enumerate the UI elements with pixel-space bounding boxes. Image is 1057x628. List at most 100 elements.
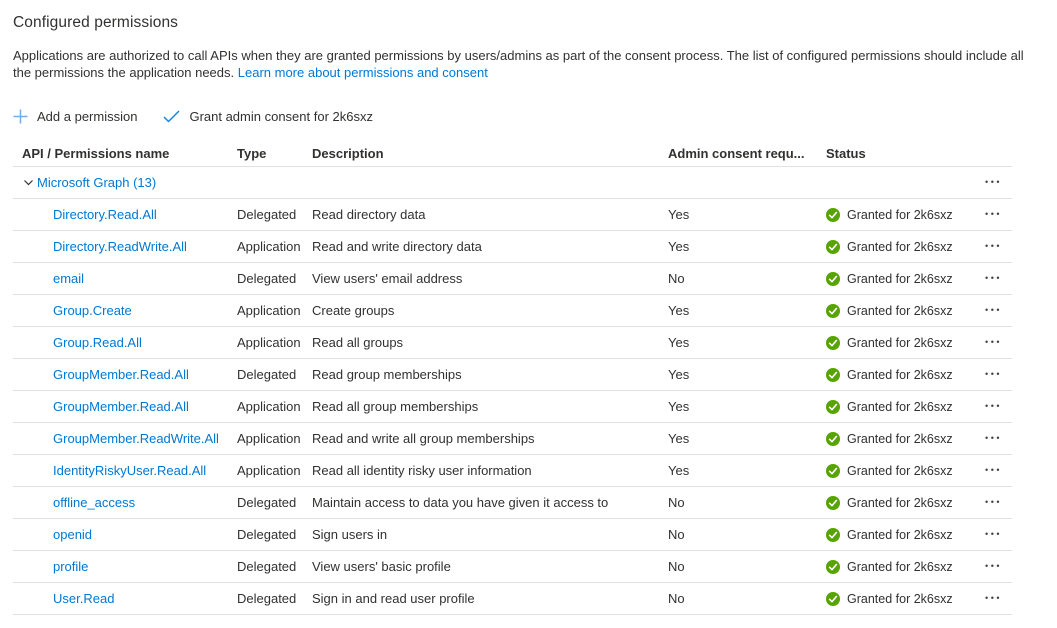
permission-description: Maintain access to data you have given i… bbox=[312, 495, 609, 510]
more-options-icon[interactable]: ••• bbox=[985, 433, 1002, 443]
admin-consent-required-value: Yes bbox=[668, 367, 690, 382]
permission-name-link[interactable]: User.Read bbox=[53, 591, 115, 606]
granted-check-icon bbox=[826, 463, 840, 478]
status-text: Granted for 2k6sxz bbox=[847, 335, 953, 350]
status-text: Granted for 2k6sxz bbox=[847, 431, 953, 446]
api-group-link[interactable]: Microsoft Graph (13) bbox=[37, 175, 157, 190]
table-bottom-divider bbox=[13, 614, 1012, 615]
permission-name-link[interactable]: profile bbox=[53, 559, 89, 574]
admin-consent-required-value: Yes bbox=[668, 399, 690, 414]
add-permission-button[interactable]: Add a permission bbox=[13, 109, 137, 124]
admin-consent-required-value: Yes bbox=[668, 303, 690, 318]
more-options-icon[interactable]: ••• bbox=[985, 177, 1002, 187]
more-options-icon[interactable]: ••• bbox=[985, 241, 1002, 251]
permission-type: Delegated bbox=[237, 271, 297, 286]
status-text: Granted for 2k6sxz bbox=[847, 239, 953, 254]
granted-check-icon bbox=[826, 559, 840, 574]
permission-description: View users' email address bbox=[312, 271, 463, 286]
configured-permissions-section: Configured permissions Applications are … bbox=[13, 14, 1044, 615]
permission-name-link[interactable]: GroupMember.Read.All bbox=[53, 399, 189, 414]
command-bar: Add a permission Grant admin consent for… bbox=[13, 106, 1044, 126]
permission-description: Read and write directory data bbox=[312, 239, 482, 254]
table-row: IdentityRiskyUser.Read.All Application R… bbox=[13, 454, 1012, 486]
table-row: GroupMember.Read.All Delegated Read grou… bbox=[13, 358, 1012, 390]
permission-description: Read all group memberships bbox=[312, 399, 479, 414]
grant-check-icon bbox=[163, 109, 180, 123]
grant-admin-consent-button[interactable]: Grant admin consent for 2k6sxz bbox=[163, 109, 373, 124]
table-row: offline_access Delegated Maintain access… bbox=[13, 486, 1012, 518]
permission-description: View users' basic profile bbox=[312, 559, 451, 574]
permission-name-link[interactable]: Group.Read.All bbox=[53, 335, 142, 350]
more-options-icon[interactable]: ••• bbox=[985, 497, 1002, 507]
status-text: Granted for 2k6sxz bbox=[847, 207, 953, 222]
granted-check-icon bbox=[826, 591, 840, 606]
column-header-admin-consent-required[interactable]: Admin consent requ... bbox=[668, 146, 805, 161]
permission-type: Application bbox=[237, 463, 301, 478]
more-options-icon[interactable]: ••• bbox=[985, 273, 1002, 283]
permission-name-link[interactable]: Group.Create bbox=[53, 303, 132, 318]
granted-check-icon bbox=[826, 399, 840, 414]
status-text: Granted for 2k6sxz bbox=[847, 399, 953, 414]
more-options-icon[interactable]: ••• bbox=[985, 593, 1002, 603]
table-header-row: API / Permissions name Type Description … bbox=[13, 141, 1012, 166]
permission-type: Delegated bbox=[237, 559, 297, 574]
permissions-rows: Directory.Read.All Delegated Read direct… bbox=[13, 198, 1012, 614]
granted-check-icon bbox=[826, 207, 840, 222]
status-text: Granted for 2k6sxz bbox=[847, 367, 953, 382]
permission-description: Create groups bbox=[312, 303, 395, 318]
admin-consent-required-value: No bbox=[668, 271, 685, 286]
description-text: Applications are authorized to call APIs… bbox=[13, 48, 1024, 80]
granted-check-icon bbox=[826, 367, 840, 382]
table-row: GroupMember.ReadWrite.All Application Re… bbox=[13, 422, 1012, 454]
permission-name-link[interactable]: Directory.Read.All bbox=[53, 207, 157, 222]
column-header-type[interactable]: Type bbox=[237, 146, 267, 161]
column-header-api-permissions-name[interactable]: API / Permissions name bbox=[22, 146, 170, 161]
more-options-icon[interactable]: ••• bbox=[985, 529, 1002, 539]
permission-description: Read and write all group memberships bbox=[312, 431, 535, 446]
column-header-status[interactable]: Status bbox=[826, 146, 866, 161]
more-options-icon[interactable]: ••• bbox=[985, 305, 1002, 315]
api-group-row-microsoft-graph: Microsoft Graph (13) ••• bbox=[13, 166, 1012, 198]
chevron-down-icon[interactable] bbox=[22, 176, 35, 189]
more-options-icon[interactable]: ••• bbox=[985, 561, 1002, 571]
permission-description: Read group memberships bbox=[312, 367, 462, 382]
permission-type: Delegated bbox=[237, 207, 297, 222]
table-row: openid Delegated Sign users in No Grante… bbox=[13, 518, 1012, 550]
permission-description: Read directory data bbox=[312, 207, 426, 222]
table-row: User.Read Delegated Sign in and read use… bbox=[13, 582, 1012, 614]
table-row: email Delegated View users' email addres… bbox=[13, 262, 1012, 294]
learn-more-link[interactable]: Learn more about permissions and consent bbox=[237, 64, 488, 80]
table-row: Directory.Read.All Delegated Read direct… bbox=[13, 198, 1012, 230]
permissions-table: API / Permissions name Type Description … bbox=[13, 141, 1012, 615]
permission-type: Application bbox=[237, 335, 301, 350]
more-options-icon[interactable]: ••• bbox=[985, 369, 1002, 379]
permission-name-link[interactable]: email bbox=[53, 271, 85, 286]
more-options-icon[interactable]: ••• bbox=[985, 465, 1002, 475]
column-header-description[interactable]: Description bbox=[312, 146, 384, 161]
permissions-description: Applications are authorized to call APIs… bbox=[13, 48, 1044, 81]
permission-name-link[interactable]: IdentityRiskyUser.Read.All bbox=[53, 463, 207, 478]
admin-consent-required-value: Yes bbox=[668, 431, 690, 446]
permission-name-link[interactable]: Directory.ReadWrite.All bbox=[53, 239, 187, 254]
table-row: Group.Read.All Application Read all grou… bbox=[13, 326, 1012, 358]
permission-name-link[interactable]: openid bbox=[53, 527, 93, 542]
admin-consent-required-value: No bbox=[668, 527, 685, 542]
status-text: Granted for 2k6sxz bbox=[847, 463, 953, 478]
permission-name-link[interactable]: GroupMember.Read.All bbox=[53, 367, 189, 382]
permission-name-link[interactable]: offline_access bbox=[53, 495, 136, 510]
permission-type: Application bbox=[237, 399, 301, 414]
admin-consent-required-value: Yes bbox=[668, 335, 690, 350]
status-text: Granted for 2k6sxz bbox=[847, 303, 953, 318]
permission-type: Application bbox=[237, 239, 301, 254]
more-options-icon[interactable]: ••• bbox=[985, 401, 1002, 411]
permission-description: Sign users in bbox=[312, 527, 388, 542]
permission-type: Application bbox=[237, 431, 301, 446]
granted-check-icon bbox=[826, 303, 840, 318]
granted-check-icon bbox=[826, 431, 840, 446]
admin-consent-required-value: No bbox=[668, 495, 685, 510]
page-title: Configured permissions bbox=[13, 14, 179, 31]
more-options-icon[interactable]: ••• bbox=[985, 209, 1002, 219]
more-options-icon[interactable]: ••• bbox=[985, 337, 1002, 347]
admin-consent-required-value: Yes bbox=[668, 207, 690, 222]
permission-name-link[interactable]: GroupMember.ReadWrite.All bbox=[53, 431, 219, 446]
